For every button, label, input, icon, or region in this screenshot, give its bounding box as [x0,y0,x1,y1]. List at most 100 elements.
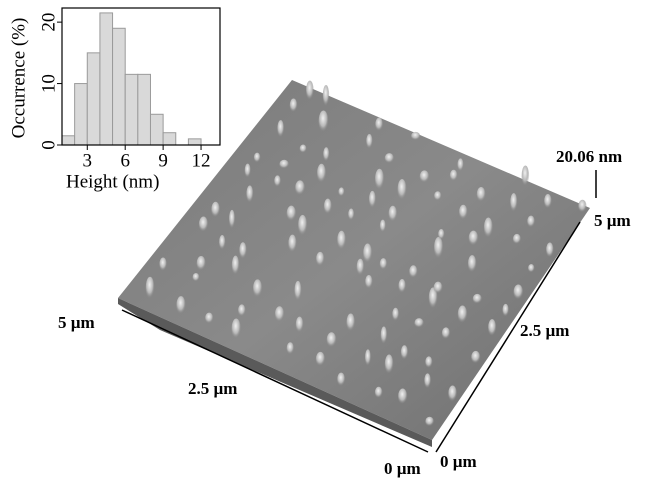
surface-peak [385,153,394,164]
surface-peak [317,164,326,184]
surface-peak [232,256,240,276]
surface-peak [510,193,517,212]
surface-peak [434,237,443,260]
surface-peak [211,202,220,218]
surface-peak [385,355,394,375]
surface-peak [459,205,468,220]
surface-peak [246,185,253,203]
surface-peak [288,235,297,254]
surface-peak [337,231,346,251]
surface-peak [229,210,235,230]
surface-peak [306,81,314,101]
surface-peak [458,305,468,323]
front-axis-label: 5 µm [58,313,95,332]
surface-peak [239,242,247,259]
front-axis-label: 0 µm [384,459,421,478]
surface-peak [438,229,444,240]
surface-peak [199,217,208,233]
surface-peak [219,235,226,250]
surface-peak [159,257,167,271]
surface-peak [522,166,530,187]
surface-peak [398,179,407,201]
surface-peak [546,242,554,257]
surface-peak [205,313,213,324]
surface-peak [294,281,301,302]
surface-peak [484,218,493,239]
x-tick-label: 12 [192,150,211,171]
surface-peak [254,153,261,163]
surface-peak [337,373,345,387]
y-tick-label: 20 [38,13,59,32]
surface-peak [457,158,463,171]
surface-peak [277,120,284,138]
surface-peak [316,352,325,367]
surface-peak [398,279,406,294]
surface-peak [327,332,337,348]
bar [62,136,75,145]
right-axis-label: 5 µm [594,211,631,230]
surface-peak [295,180,305,195]
surface-peak [300,144,307,153]
surface-peak [401,345,408,360]
bar [125,74,138,145]
x-axis-title: Height (nm) [66,171,159,192]
bar [75,84,88,145]
surface-peak [323,85,330,107]
y-axis-title: Occurrence (%) [8,18,29,139]
surface-peak [392,308,399,322]
x-tick-label: 9 [158,150,168,171]
right-axis-label: 0 µm [440,452,477,471]
surface-peak [578,200,586,213]
bar [100,13,113,145]
surface-peak [471,351,480,364]
surface-peak [348,209,354,221]
surface-peak [245,164,251,179]
surface-peak [279,160,289,169]
surface-peak [434,191,441,201]
figure: 20.06 nm 5 µm 2.5 µm 0 µm 0 µm 2.5 µm 5 … [0,0,648,485]
surface-peak [425,417,434,427]
surface-peak [502,304,508,317]
surface-peak [375,169,384,191]
surface-peak [380,220,386,233]
surface-peak [197,256,206,271]
surface-peak [146,277,155,300]
bar [138,74,151,145]
surface-peak [323,147,329,162]
surface-peak [425,356,432,368]
surface-peak [238,304,246,317]
surface-peak [324,199,332,215]
surface-peak [420,170,430,183]
surface-peak [316,252,324,267]
surface-peak [375,387,383,399]
surface-peak [414,318,424,328]
surface-peak [287,342,294,355]
x-tick-label: 3 [83,150,93,171]
surface-peak [290,99,298,113]
surface-peak [365,275,373,289]
bar [113,28,126,145]
surface-peak [176,296,185,315]
surface-peak [192,273,199,282]
surface-peak [253,279,262,298]
bar [163,133,176,145]
surface-peak [469,231,479,246]
surface-peak [275,306,284,322]
surface-peak [411,132,420,141]
surface-peak [442,327,450,339]
right-axis-label: 2.5 µm [520,321,569,340]
surface-peak [296,317,304,333]
surface-peak [381,326,388,344]
surface-peak [232,319,241,340]
surface-peak [389,206,398,223]
z-label: 20.06 nm [556,147,622,166]
surface-peak [514,284,524,300]
x-tick-label: 6 [120,150,130,171]
surface-peak [424,373,431,389]
y-tick-label: 0 [38,140,59,150]
surface-peak [380,258,387,270]
surface-peak [409,265,418,278]
bar [87,53,100,145]
surface-peak [346,314,355,332]
